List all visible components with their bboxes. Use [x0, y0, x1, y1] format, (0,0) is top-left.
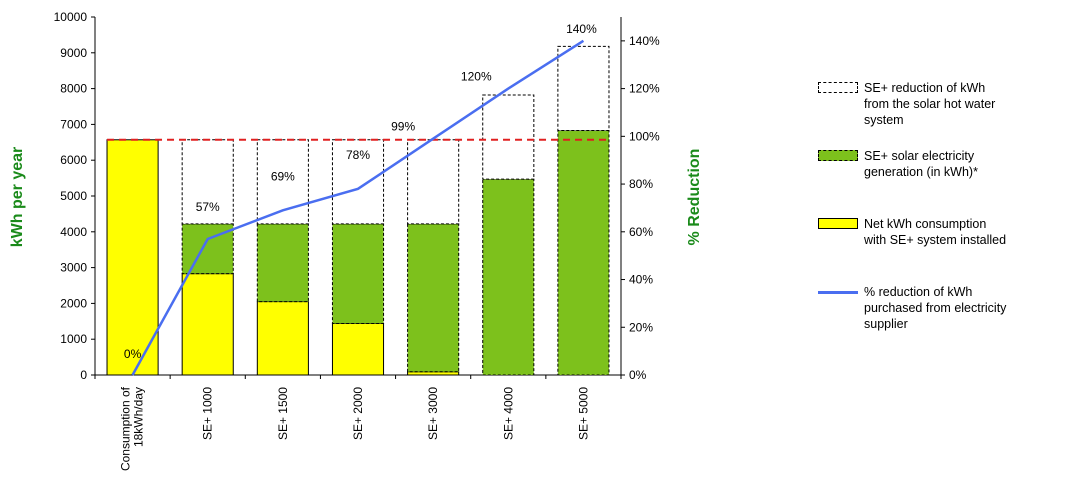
bar-solar — [557, 129, 610, 376]
y-tick-label: 1000 — [60, 332, 87, 346]
y2-tick-label: 80% — [629, 177, 653, 191]
y2-axis-title: % Reduction — [686, 149, 703, 246]
y2-tick-label: 60% — [629, 225, 653, 239]
reduction-data-label: 140% — [566, 22, 597, 36]
reduction-data-label: 57% — [196, 200, 220, 214]
y-axis-title: kWh per year — [9, 147, 26, 247]
x-tick-label: SE+ 4000 — [501, 387, 515, 440]
legend: SE+ reduction of kWh from the solar hot … — [818, 80, 1073, 352]
y-tick-label: 8000 — [60, 82, 87, 96]
legend-label-reduction: % reduction of kWh purchased from electr… — [864, 285, 1007, 331]
y-tick-label: 10000 — [54, 10, 88, 24]
y-tick-label: 9000 — [60, 46, 87, 60]
bar-net — [181, 273, 234, 376]
bar-net — [331, 322, 385, 376]
y-tick-label: 5000 — [60, 189, 87, 203]
y-tick-label: 0 — [80, 368, 87, 382]
bar-solar — [482, 178, 535, 376]
solar-swatch-icon — [818, 150, 858, 161]
reduction-data-label: 99% — [391, 120, 415, 134]
hot-water-swatch-icon — [818, 82, 858, 93]
legend-label-solar: SE+ solar electricity generation (in kWh… — [864, 149, 978, 179]
reduction-data-label: 0% — [124, 347, 142, 361]
y2-tick-label: 40% — [629, 273, 653, 287]
y2-tick-label: 100% — [629, 129, 660, 143]
bar-hot-water — [557, 45, 610, 131]
y-tick-label: 4000 — [60, 225, 87, 239]
legend-item-solar: SE+ solar electricity generation (in kWh… — [818, 148, 1073, 188]
y2-tick-label: 140% — [629, 34, 660, 48]
x-tick-label: 18kWh/day — [132, 387, 146, 447]
reduction-data-label: 120% — [461, 70, 492, 84]
y2-tick-label: 0% — [629, 368, 647, 382]
bar-solar — [256, 223, 309, 303]
y2-tick-label: 120% — [629, 82, 660, 96]
x-tick-label: SE+ 1500 — [276, 387, 290, 440]
bar-hot-water — [482, 94, 535, 180]
y-tick-label: 2000 — [60, 296, 87, 310]
legend-item-hot-water: SE+ reduction of kWh from the solar hot … — [818, 80, 1073, 127]
reduction-line-swatch-icon — [818, 291, 858, 294]
legend-label-hot-water: SE+ reduction of kWh from the solar hot … — [864, 81, 996, 127]
x-tick-label: SE+ 5000 — [576, 387, 590, 440]
bar-hot-water — [407, 139, 460, 225]
net-swatch-icon — [818, 218, 858, 229]
y2-tick-label: 20% — [629, 320, 653, 334]
legend-item-reduction: % reduction of kWh purchased from electr… — [818, 284, 1073, 331]
x-tick-label: SE+ 1000 — [201, 387, 215, 440]
y-tick-label: 7000 — [60, 117, 87, 131]
bar-net — [256, 301, 309, 376]
legend-item-net: Net kWh consumption with SE+ system inst… — [818, 216, 1073, 256]
y-tick-label: 6000 — [60, 153, 87, 167]
x-tick-label: SE+ 3000 — [426, 387, 440, 440]
bar-solar — [331, 223, 385, 324]
x-tick-label: Consumption of — [119, 386, 133, 471]
bar-solar — [407, 223, 460, 373]
bar-hot-water — [181, 139, 234, 225]
bar-net — [106, 139, 159, 376]
reduction-data-label: 69% — [271, 169, 295, 183]
legend-label-net: Net kWh consumption with SE+ system inst… — [864, 217, 1007, 247]
bar-hot-water — [331, 139, 385, 225]
x-tick-label: SE+ 2000 — [351, 387, 365, 440]
reduction-data-label: 78% — [346, 148, 370, 162]
y-tick-label: 3000 — [60, 261, 87, 275]
